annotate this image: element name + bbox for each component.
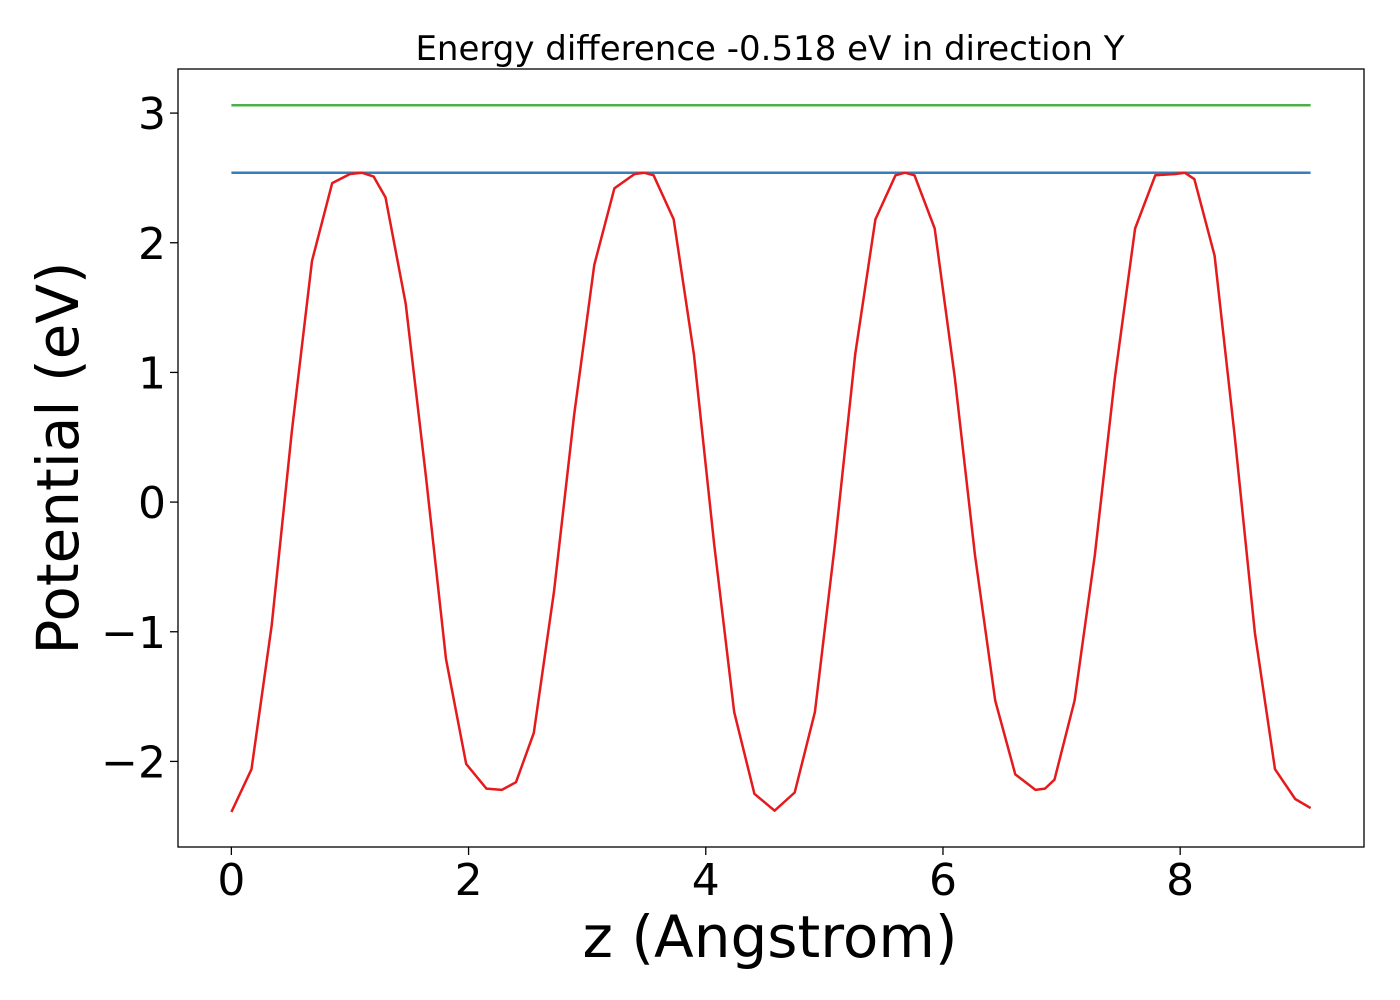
series-line-red	[230, 171, 1312, 813]
x-tick-label: 6	[929, 855, 957, 906]
x-tick-label: 0	[217, 855, 245, 906]
plot-series	[230, 104, 1312, 813]
y-tick-label: 2	[138, 219, 166, 270]
y-tick-label: 0	[138, 478, 166, 529]
y-tick-label: −1	[101, 608, 166, 659]
y-tick-label: 1	[138, 348, 166, 399]
x-axis-label: z (Angstrom)	[583, 903, 958, 971]
plot-area	[177, 68, 1365, 848]
chart-title: Energy difference -0.518 eV in direction…	[415, 29, 1124, 69]
y-tick-label: −2	[101, 737, 166, 788]
x-tick-label: 8	[1166, 855, 1194, 906]
x-tick-label: 2	[455, 855, 483, 906]
y-axis-label: Potential (eV)	[24, 261, 92, 654]
x-tick-label: 4	[692, 855, 720, 906]
axis-ticks: 0 2 4 6 8 −2 −1 0 1 2 3	[101, 89, 1194, 906]
y-tick-label: 3	[138, 89, 166, 140]
